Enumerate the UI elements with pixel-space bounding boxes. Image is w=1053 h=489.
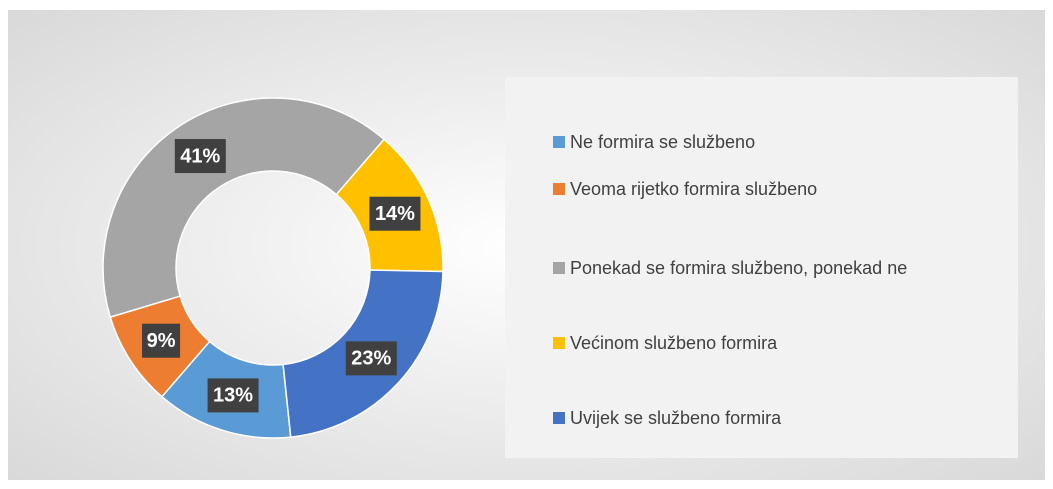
data-label-box (369, 196, 421, 231)
legend-label: Ponekad se formira službeno, ponekad ne (570, 258, 907, 278)
data-label: 9% (147, 330, 176, 352)
data-label: 23% (351, 348, 391, 370)
legend-swatch (553, 337, 565, 349)
legend-label: Ne formira se službeno (570, 132, 755, 152)
legend-label: Uvijek se službeno formira (570, 408, 782, 428)
data-label: 41% (180, 145, 220, 167)
data-label-box (142, 323, 181, 358)
legend-swatch (553, 183, 565, 195)
data-label-box (207, 378, 259, 413)
data-label: 13% (213, 385, 253, 407)
legend-box (505, 77, 1018, 458)
data-label-box (174, 139, 226, 174)
legend-label: Većinom službeno formira (570, 333, 778, 353)
legend-label: Veoma rijetko formira službeno (570, 179, 817, 199)
legend-swatch (553, 262, 565, 274)
data-label-box (345, 341, 397, 376)
legend-swatch (553, 136, 565, 148)
data-label: 14% (375, 203, 415, 225)
donut-slice (102, 97, 386, 319)
legend-swatch (553, 412, 565, 424)
